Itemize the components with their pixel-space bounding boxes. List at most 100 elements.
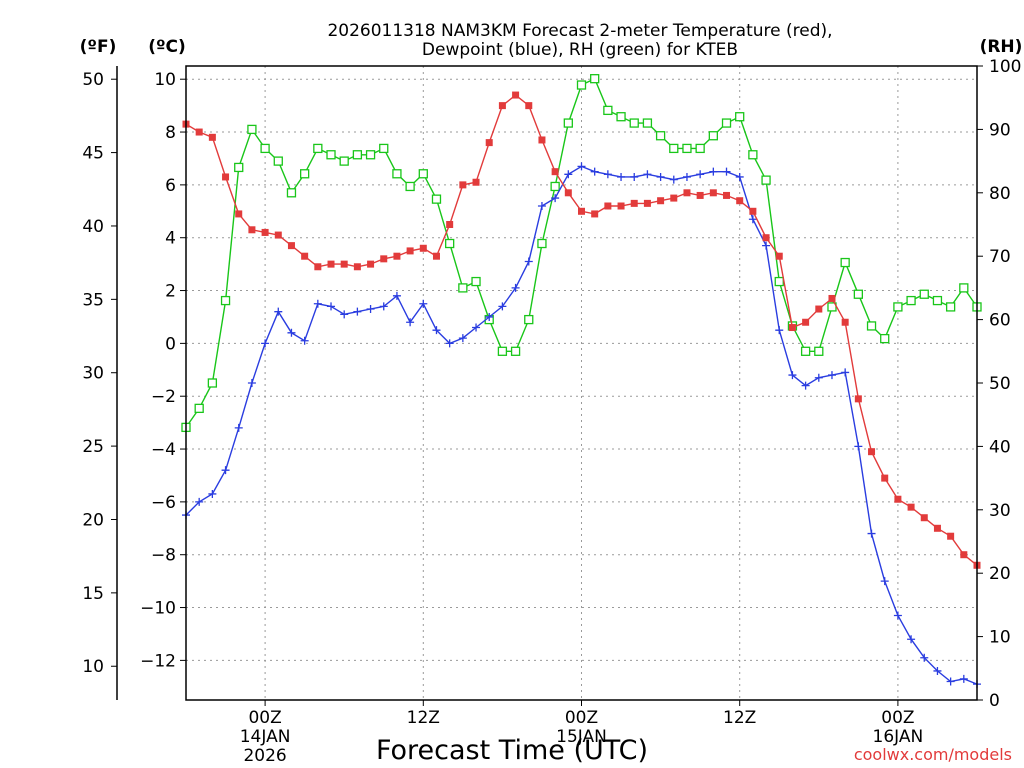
dewpoint-point (669, 175, 678, 184)
temperature-point (723, 191, 731, 199)
series-layer (181, 74, 982, 689)
dewpoint-point (419, 299, 428, 308)
rh-tick-label: 40 (989, 437, 1011, 457)
temperature-point (696, 191, 704, 199)
dewpoint-point (406, 318, 415, 327)
celsius-tick-label: 8 (165, 123, 176, 143)
temperature-point (815, 305, 823, 313)
rh-point (576, 80, 587, 90)
temperature-point (380, 255, 388, 263)
temperature-point (353, 263, 361, 271)
dewpoint-point (630, 172, 639, 181)
dewpoint-point (472, 323, 481, 332)
dewpoint-point (287, 328, 296, 337)
temperature-point (564, 189, 572, 197)
temperature-point (446, 221, 454, 228)
rh-point (695, 143, 705, 154)
dewpoint-point (485, 312, 494, 321)
temperature-point (828, 294, 836, 302)
celsius-tick-label: −8 (151, 546, 176, 566)
temperature-point (472, 178, 480, 186)
temperature-point (617, 202, 625, 210)
rh-point (682, 143, 692, 154)
rh-point (800, 346, 811, 356)
temperature-point (788, 324, 796, 332)
rh-point (748, 150, 758, 160)
temperature-point (314, 263, 322, 271)
temperature-point (947, 532, 955, 540)
fahrenheit-tick-label: 45 (82, 144, 104, 164)
temperature-point (195, 128, 203, 136)
rh-tick-label: 100 (989, 57, 1021, 77)
celsius-tick-label: −10 (140, 599, 176, 619)
dewpoint-point (458, 334, 467, 343)
rh-point (392, 169, 402, 179)
dewpoint-point (524, 257, 533, 266)
temperature-point (736, 197, 744, 205)
dewpoint-point (327, 302, 336, 311)
fahrenheit-tick-label: 25 (82, 437, 104, 457)
fahrenheit-tick-label: 50 (82, 70, 104, 90)
dewpoint-point (366, 305, 375, 314)
temperature-point (960, 551, 968, 559)
dewpoint-point (208, 489, 217, 498)
dewpoint-point (603, 170, 612, 179)
celsius-tick-label: −12 (140, 651, 176, 671)
dewpoint-point (841, 368, 850, 377)
dewpoint-point (392, 291, 401, 300)
temperature-point (459, 181, 467, 189)
rh-point (339, 156, 349, 166)
rh-point (379, 143, 389, 154)
celsius-tick-label: −2 (151, 387, 176, 407)
dewpoint-point (775, 326, 784, 335)
rh-point (906, 295, 916, 306)
celsius-tick-label: −6 (151, 493, 176, 513)
rh-tick-label: 60 (989, 311, 1011, 331)
dewpoint-point (537, 202, 546, 211)
rh-point (853, 289, 863, 299)
temperature-point (498, 102, 506, 110)
temperature-point (222, 173, 230, 181)
rh-point (273, 156, 283, 166)
dewpoint-point (907, 635, 916, 644)
dewpoint-point (933, 666, 942, 675)
dewpoint-point (551, 194, 560, 203)
celsius-tick-label: 0 (165, 334, 176, 354)
temperature-point (301, 252, 309, 260)
fahrenheit-tick-label: 35 (82, 290, 104, 310)
rh-point (708, 131, 718, 141)
rh-tick-label: 10 (989, 628, 1011, 648)
temperature-point (419, 244, 427, 252)
fahrenheit-tick-label: 15 (82, 584, 104, 604)
dewpoint-point (762, 241, 771, 250)
dewpoint-point (946, 677, 955, 686)
temperature-point (432, 252, 440, 260)
rh-point (524, 314, 534, 325)
temperature-point (248, 226, 256, 234)
temperature-point (920, 514, 928, 522)
rh-point (919, 289, 929, 299)
rh-tick-label: 50 (989, 374, 1011, 394)
celsius-tick-label: 6 (165, 176, 176, 196)
rh-point (260, 143, 270, 154)
temperature-point (551, 168, 559, 176)
temperature-point (802, 318, 810, 326)
dewpoint-point (656, 172, 665, 181)
rh-point (840, 257, 850, 268)
celsius-tick-label: 4 (165, 229, 176, 249)
dewpoint-point (261, 339, 270, 348)
dewpoint-point (814, 373, 823, 382)
fahrenheit-tick-label: 10 (82, 657, 104, 677)
temperature-point (485, 139, 493, 147)
chart-title-line-2: Dewpoint (blue), RH (green) for KTEB (422, 40, 738, 60)
rh-point (471, 276, 481, 287)
dewpoint-point (788, 371, 797, 380)
rh-tick-label: 80 (989, 184, 1011, 204)
rh-point (537, 238, 547, 249)
celsius-unit-label: (ºC) (148, 37, 186, 57)
dewpoint-point (234, 423, 243, 432)
x-tick-label: 00Z (881, 708, 914, 728)
temperature-point (749, 207, 757, 215)
dewpoint-point (274, 307, 283, 316)
temperature-point (709, 189, 717, 197)
